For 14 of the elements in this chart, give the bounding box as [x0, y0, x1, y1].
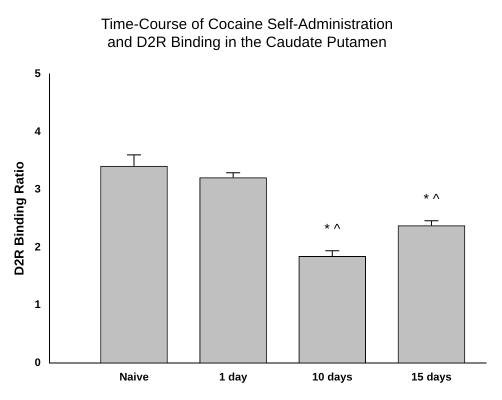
y-tick-label: 1 — [34, 299, 41, 312]
x-tick-label: 10 days — [312, 371, 352, 384]
x-tick-label: 1 day — [219, 371, 248, 384]
y-tick-label: 2 — [34, 241, 41, 254]
x-tick-label: 15 days — [411, 371, 452, 384]
y-tick-label: 0 — [34, 356, 41, 369]
y-tick-label: 3 — [34, 184, 41, 196]
annotation: * ^ — [324, 220, 341, 237]
x-tick-label: Naive — [119, 371, 149, 384]
y-tick-label: 5 — [34, 68, 41, 80]
y-axis-title: D2R Binding Ratio — [11, 161, 26, 276]
chart-title: Time-Course of Cocaine Self-Administration and D2R Binding in the Caudate Putamen — [100, 16, 394, 52]
annotation: * ^ — [424, 190, 440, 207]
y-tick-label: 4 — [34, 126, 42, 138]
